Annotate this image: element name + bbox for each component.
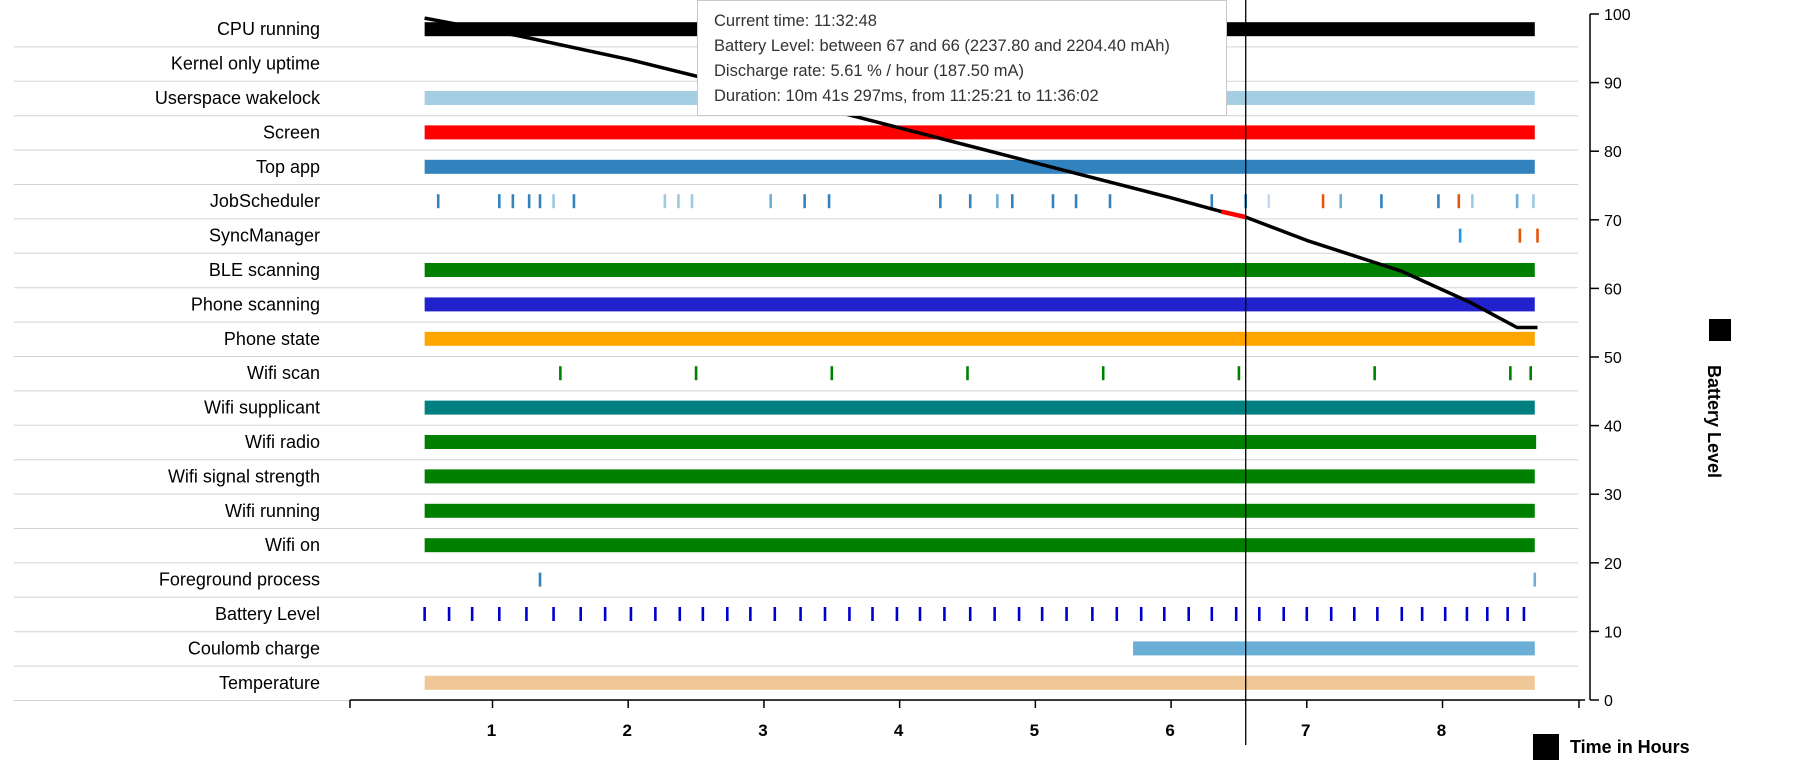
row-label-top-app: Top app	[256, 157, 320, 177]
row-label-userspace-wakelock: Userspace wakelock	[155, 88, 321, 108]
x-tick-label-1: 1	[487, 721, 496, 740]
row-label-syncmanager: SyncManager	[209, 226, 320, 246]
row-label-ble-scanning: BLE scanning	[209, 260, 320, 280]
battery-level-series	[424, 16, 1538, 330]
row-label-wifi-scan: Wifi scan	[247, 363, 320, 383]
legend-swatch-battery-level	[1709, 319, 1731, 341]
row-label-wifi-supplicant: Wifi supplicant	[204, 398, 320, 418]
row-label-wifi-radio: Wifi radio	[245, 432, 320, 452]
x-axis-title: Time in Hours	[1570, 737, 1690, 757]
y-tick-label-0: 0	[1604, 693, 1613, 710]
hover-tooltip: Current time: 11:32:48 Battery Level: be…	[697, 0, 1227, 116]
row-label-cpu-running: CPU running	[217, 19, 320, 39]
bar-top-app-0	[424, 159, 1535, 174]
y-tick-label-40: 40	[1604, 419, 1622, 436]
bar-wifi-on-0	[424, 538, 1535, 553]
legend: Battery Level Time in Hours	[1533, 319, 1731, 760]
row-label-foreground-process: Foreground process	[159, 570, 320, 590]
row-label-phone-scanning: Phone scanning	[191, 294, 320, 314]
y-tick-label-20: 20	[1604, 556, 1622, 573]
bar-wifi-supplicant-0	[424, 400, 1535, 415]
tooltip-current-time: Current time: 11:32:48	[714, 12, 877, 30]
y-tick-label-100: 100	[1604, 7, 1631, 24]
bar-screen-0	[424, 125, 1535, 140]
row-label-coulomb-charge: Coulomb charge	[188, 638, 320, 658]
row-label-temperature: Temperature	[219, 673, 320, 693]
y-tick-label-70: 70	[1604, 213, 1622, 230]
x-tick-label-4: 4	[894, 721, 904, 740]
x-tick-label-5: 5	[1030, 721, 1039, 740]
bar-wifi-radio-0	[424, 435, 1537, 449]
row-label-screen: Screen	[263, 122, 320, 142]
bar-phone-scanning-0	[424, 297, 1535, 312]
y-axis-title: Battery Level	[1704, 365, 1724, 478]
y-tick-label-90: 90	[1604, 76, 1622, 93]
tooltip-discharge-rate: Discharge rate: 5.61 % / hour (187.50 mA…	[714, 62, 1024, 80]
bar-wifi-signal-strength-0	[424, 469, 1535, 484]
x-tick-label-7: 7	[1301, 721, 1310, 740]
y-tick-label-80: 80	[1604, 144, 1622, 161]
x-tick-label-3: 3	[758, 721, 767, 740]
row-label-phone-state: Phone state	[224, 329, 320, 349]
row-label-wifi-running: Wifi running	[225, 501, 320, 521]
x-tick-label-6: 6	[1165, 721, 1174, 740]
battery-level-line	[424, 0, 1538, 745]
y-tick-label-10: 10	[1604, 624, 1622, 641]
timeline-rows: CPU running Kernel only uptime Userspace w…	[14, 19, 1578, 701]
y-tick-label-60: 60	[1604, 281, 1622, 298]
row-label-wifi-on: Wifi on	[265, 535, 320, 555]
bar-ble-scanning-0	[424, 263, 1535, 277]
row-label-battery-level: Battery Level	[215, 604, 320, 624]
x-tick-label-8: 8	[1437, 721, 1446, 740]
bar-phone-state-0	[424, 331, 1535, 346]
bar-temperature-0	[424, 675, 1535, 690]
tooltip-battery-level: Battery Level: between 67 and 66 (2237.8…	[714, 37, 1170, 55]
bar-wifi-running-0	[424, 503, 1535, 518]
tooltip-duration: Duration: 10m 41s 297ms, from 11:25:21 t…	[714, 87, 1099, 105]
battery-level-highlight	[1220, 209, 1247, 220]
legend-swatch-time	[1533, 734, 1559, 760]
row-label-jobscheduler: JobScheduler	[210, 191, 320, 211]
bar-coulomb-charge-0	[1133, 641, 1535, 656]
row-label-kernel-only-uptime: Kernel only uptime	[171, 54, 320, 74]
x-tick-label-2: 2	[622, 721, 631, 740]
y-tick-label-30: 30	[1604, 487, 1622, 504]
row-label-wifi-signal-strength: Wifi signal strength	[168, 466, 320, 486]
y-tick-label-50: 50	[1604, 350, 1622, 367]
